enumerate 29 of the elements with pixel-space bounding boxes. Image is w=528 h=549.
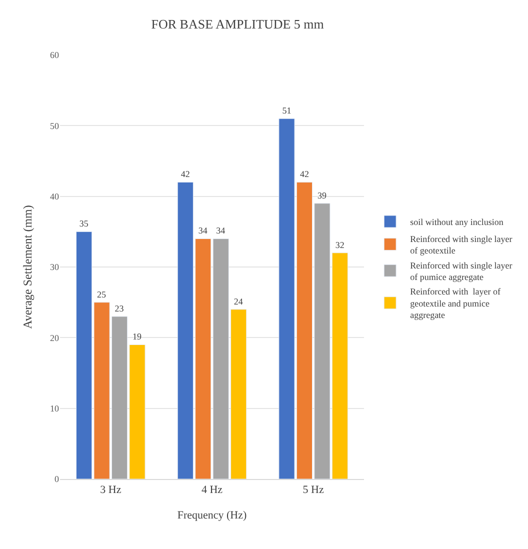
data-label: 24	[234, 296, 244, 306]
legend-label: Reinforced with layer of geotextile and pumice aggregate	[410, 286, 501, 320]
legend-label: soil without any inclusion	[410, 217, 504, 228]
data-label: 32	[335, 240, 344, 250]
y-tick-label: 50	[50, 120, 60, 131]
x-tick-label: 5 Hz	[302, 484, 324, 496]
y-tick-label: 10	[50, 403, 60, 414]
y-tick-label: 0	[54, 474, 60, 484]
legend-label: Reinforced with single layer of pumice aggregate	[410, 260, 512, 282]
data-label: 42	[180, 169, 190, 180]
data-label: 25	[97, 289, 107, 300]
y-axis-title: Average Settlement (mm)	[20, 205, 34, 329]
data-label: 42	[300, 169, 309, 180]
x-axis-title: Frequency (Hz)	[177, 509, 247, 522]
y-tick-label: 40	[50, 191, 60, 202]
data-label: 35	[79, 218, 89, 229]
data-label: 51	[282, 106, 292, 116]
y-tick-label: 60	[50, 50, 60, 60]
data-label: 34	[198, 226, 208, 236]
y-tick-label: 20	[50, 332, 60, 343]
data-label: 39	[317, 190, 327, 200]
x-tick-label: 3 Hz	[100, 484, 122, 496]
data-label: 19	[132, 332, 142, 342]
chart-title: FOR BASE AMPLITUDE 5 mm	[151, 16, 324, 32]
data-label: 23	[114, 303, 124, 314]
x-tick-label: 4 Hz	[201, 484, 223, 496]
y-tick-label: 30	[50, 262, 60, 272]
legend-label: Reinforced with single layer of geotextile	[410, 234, 512, 256]
data-label: 34	[216, 226, 226, 236]
